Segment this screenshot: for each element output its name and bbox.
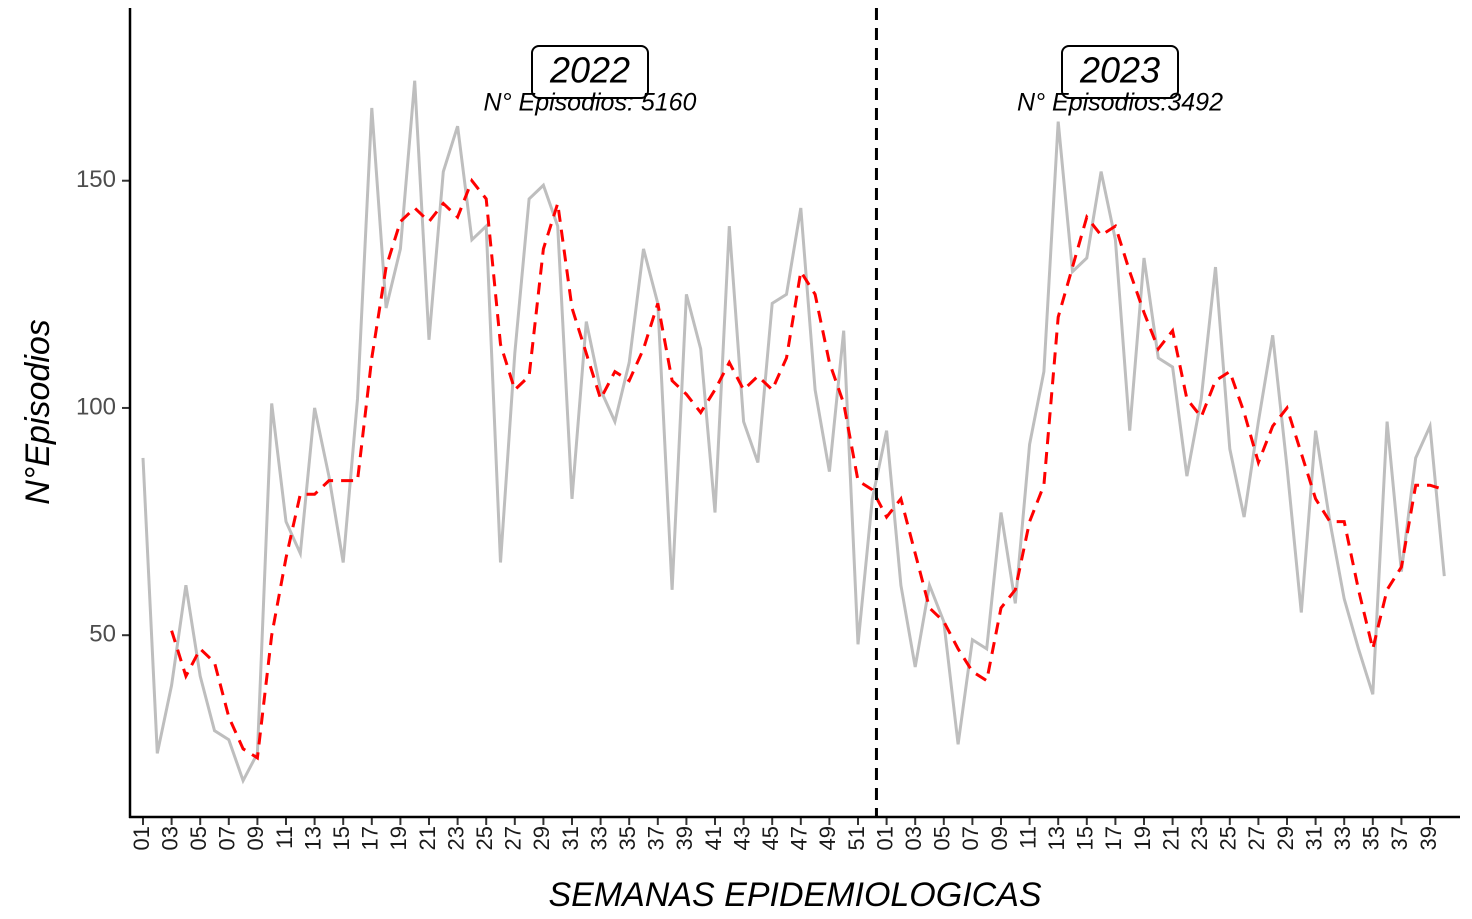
x-tick-label: 17 [358,826,383,850]
x-tick-label: 29 [1273,826,1298,850]
x-tick-label: 07 [958,826,983,850]
x-tick-label: 01 [872,826,897,850]
x-tick-label: 33 [586,826,611,850]
x-tick-label: 05 [930,826,955,850]
x-tick-label: 25 [1216,826,1241,850]
x-tick-label: 15 [329,826,354,850]
x-tick-label: 41 [701,826,726,850]
x-tick-label: 23 [1187,826,1212,850]
x-tick-label: 45 [758,826,783,850]
x-tick-label: 19 [386,826,411,850]
x-tick-label: 11 [272,826,297,849]
x-tick-label: 27 [501,826,526,850]
y-tick-label: 150 [76,166,116,193]
x-tick-label: 35 [615,826,640,850]
x-tick-label: 37 [1387,826,1412,850]
x-tick-label: 51 [844,826,869,850]
x-tick-label: 05 [186,826,211,850]
year-box [1061,45,1179,99]
y-axis-title: N°Episodios [19,319,57,505]
x-tick-label: 33 [1330,826,1355,850]
x-tick-label: 17 [1101,826,1126,850]
x-tick-label: 31 [1301,826,1326,850]
x-tick-label: 09 [987,826,1012,850]
x-tick-label: 21 [415,826,440,850]
x-tick-label: 31 [558,826,583,850]
year-label: 2022 [549,50,630,91]
x-tick-label: 15 [1073,826,1098,850]
x-tick-label: 03 [157,826,182,850]
year-box [531,45,649,99]
x-tick-label: 35 [1359,826,1384,850]
x-tick-label: 13 [300,826,325,850]
x-tick-label: 25 [472,826,497,850]
y-tick-label: 100 [76,393,116,420]
x-tick-label: 03 [901,826,926,850]
x-tick-label: 29 [529,826,554,850]
x-tick-label: 49 [815,826,840,850]
x-tick-label: 47 [787,826,812,850]
moving-average-line [170,177,1445,761]
x-tick-label: 39 [1416,826,1441,850]
x-tick-label: 19 [1130,826,1155,850]
year-note: N° Episodios: 5160 [484,89,697,117]
x-axis-title: SEMANAS EPIDEMIOLOGICAS [548,876,1041,914]
x-tick-label: 09 [243,826,268,850]
y-tick-label: 50 [89,621,116,648]
x-tick-label: 23 [443,826,468,850]
x-tick-label: 01 [129,826,154,850]
x-tick-label: 27 [1244,826,1269,850]
year-label: 2023 [1079,50,1160,91]
x-tick-label: 07 [215,826,240,850]
weekly-line [141,80,1446,785]
x-tick-label: 39 [672,826,697,850]
year-note: N° Episodios:3492 [1017,89,1223,117]
x-tick-label: 21 [1158,826,1183,850]
x-tick-label: 37 [644,826,669,850]
x-tick-label: 43 [729,826,754,850]
x-tick-label: 13 [1044,826,1069,850]
x-tick-label: 11 [1015,826,1040,849]
